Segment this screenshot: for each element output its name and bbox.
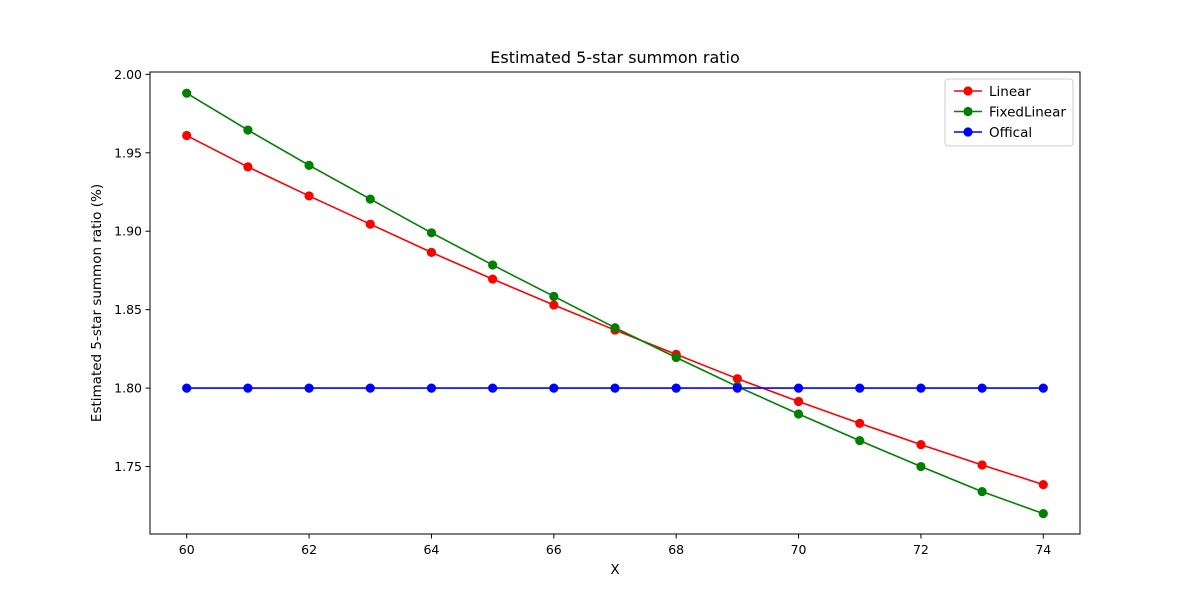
data-point-fixedlinear bbox=[793, 409, 804, 419]
data-point-offical bbox=[304, 383, 314, 393]
chart-title: Estimated 5-star summon ratio bbox=[490, 48, 740, 67]
data-point-offical bbox=[182, 383, 192, 393]
legend-marker-offical bbox=[963, 127, 973, 137]
data-point-offical bbox=[793, 383, 804, 393]
plot-area: 60 62 64 66 68 70 72 74 1.75 1.80 1.85 1.90 1.95 2.00… bbox=[114, 67, 1081, 557]
data-point-fixedlinear bbox=[365, 194, 375, 204]
data-point-fixedlinear bbox=[243, 125, 253, 135]
data-point-fixedlinear bbox=[610, 323, 620, 333]
data-point-linear bbox=[365, 219, 375, 229]
data-point-offical bbox=[426, 383, 437, 393]
data-point-linear bbox=[732, 374, 742, 384]
data-point-fixedlinear bbox=[977, 487, 987, 497]
data-point-linear bbox=[182, 130, 192, 141]
legend-label-linear: Linear bbox=[989, 84, 1031, 100]
data-point-fixedlinear bbox=[549, 291, 559, 301]
data-point-offical bbox=[916, 383, 926, 393]
y-tick-label: 1.85 bbox=[114, 302, 142, 317]
y-tick-label: 2.00 bbox=[114, 67, 142, 82]
data-point-fixedlinear bbox=[304, 160, 314, 170]
data-point-offical bbox=[977, 383, 987, 393]
legend-box bbox=[944, 78, 1074, 147]
data-point-linear bbox=[793, 396, 804, 407]
data-point-linear bbox=[916, 439, 926, 450]
data-point-offical bbox=[549, 383, 559, 393]
legend: Linear FixedLinear Offical bbox=[944, 78, 1074, 147]
x-tick-label: 74 bbox=[1035, 542, 1051, 557]
x-tick-label: 64 bbox=[423, 542, 439, 557]
y-tick-label: 1.80 bbox=[114, 381, 142, 396]
data-point-offical bbox=[610, 383, 620, 393]
data-point-fixedlinear bbox=[488, 260, 498, 270]
data-point-linear bbox=[304, 191, 314, 201]
data-point-offical bbox=[671, 383, 681, 393]
axes-frame bbox=[149, 71, 1081, 535]
data-point-fixedlinear bbox=[426, 228, 437, 238]
data-point-offical bbox=[855, 383, 865, 393]
x-tick-label: 60 bbox=[179, 542, 195, 557]
y-tick-label: 1.95 bbox=[114, 145, 142, 160]
legend-label-fixedlinear: FixedLinear bbox=[989, 105, 1066, 121]
data-point-fixedlinear bbox=[1038, 509, 1048, 519]
y-axis-label: Estimated 5-star summon ratio (%) bbox=[89, 184, 105, 422]
x-tick-label: 72 bbox=[913, 542, 929, 557]
y-tick-label: 1.90 bbox=[114, 224, 142, 239]
x-tick-label: 66 bbox=[546, 542, 562, 557]
x-tick-label: 68 bbox=[668, 542, 684, 557]
data-point-fixedlinear bbox=[855, 436, 865, 446]
x-tick-label: 62 bbox=[301, 542, 317, 557]
data-point-offical bbox=[488, 383, 498, 393]
data-point-offical bbox=[732, 383, 742, 393]
data-point-linear bbox=[426, 247, 437, 258]
data-point-linear bbox=[488, 274, 498, 284]
data-point-linear bbox=[855, 418, 865, 428]
data-point-offical bbox=[365, 383, 375, 393]
y-tick-label: 1.75 bbox=[114, 459, 142, 474]
x-tick-label: 70 bbox=[791, 542, 807, 557]
data-point-fixedlinear bbox=[916, 461, 926, 472]
data-point-fixedlinear bbox=[182, 88, 192, 98]
data-point-linear bbox=[549, 300, 559, 310]
data-point-fixedlinear bbox=[671, 352, 681, 363]
data-point-linear bbox=[243, 162, 253, 172]
legend-label-offical: Offical bbox=[989, 125, 1032, 141]
data-point-offical bbox=[243, 383, 253, 393]
x-axis-label: X bbox=[610, 562, 619, 578]
legend-marker-linear bbox=[963, 86, 973, 96]
legend-marker-fixedlinear bbox=[963, 106, 973, 117]
data-point-offical bbox=[1038, 383, 1048, 393]
data-point-linear bbox=[1038, 479, 1048, 490]
data-point-linear bbox=[977, 460, 987, 470]
